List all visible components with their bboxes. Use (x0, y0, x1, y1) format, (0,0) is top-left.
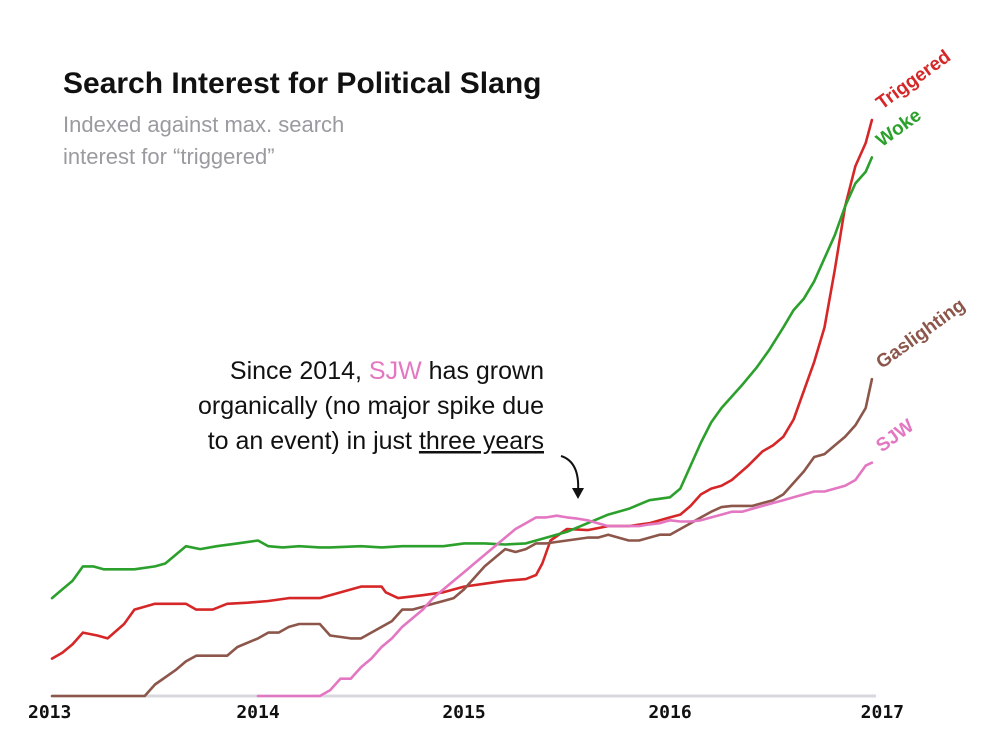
annotation-underlined-phrase: three years (419, 427, 544, 455)
annotation: Since 2014, SJW has grown organically (n… (198, 357, 584, 499)
x-tick-2017: 2017 (861, 702, 904, 723)
series-line-triggered (50, 118, 874, 660)
annotation-sjw-highlight: SJW (369, 357, 422, 385)
series-line-woke (50, 156, 874, 600)
x-tick-2016: 2016 (648, 702, 691, 723)
x-tick-2015: 2015 (442, 702, 485, 723)
annotation-line-1-start: Since 2014, (230, 357, 369, 385)
series-label-gaslighting: Gaslighting (872, 295, 969, 373)
annotation-arrow-icon (560, 455, 580, 493)
annotation-arrowhead-icon (572, 488, 584, 499)
x-tick-2013: 2013 (28, 702, 71, 723)
series-line-sjw (256, 461, 874, 698)
chart-title: Search Interest for Political Slang (63, 67, 541, 100)
chart-subtitle-line-1: Indexed against max. search (63, 112, 344, 137)
series-label-sjw: SJW (872, 416, 918, 457)
annotation-line-1: Since 2014, SJW has grown (230, 357, 544, 385)
annotation-line-1-end: has grown (422, 357, 544, 385)
series-layer (50, 118, 874, 698)
annotation-line-3: to an event) in just three years (208, 427, 544, 455)
chart-subtitle-line-2: interest for “triggered” (63, 144, 275, 169)
annotation-line-2: organically (no major spike due (198, 392, 544, 420)
series-label-triggered: Triggered (872, 46, 954, 114)
x-tick-2014: 2014 (236, 702, 280, 723)
x-axis-ticks: 2013 2014 2015 2016 2017 (28, 702, 904, 723)
annotation-line-3-start: to an event) in just (208, 427, 419, 455)
series-line-gaslighting (50, 377, 874, 698)
series-label-woke: Woke (872, 105, 925, 152)
